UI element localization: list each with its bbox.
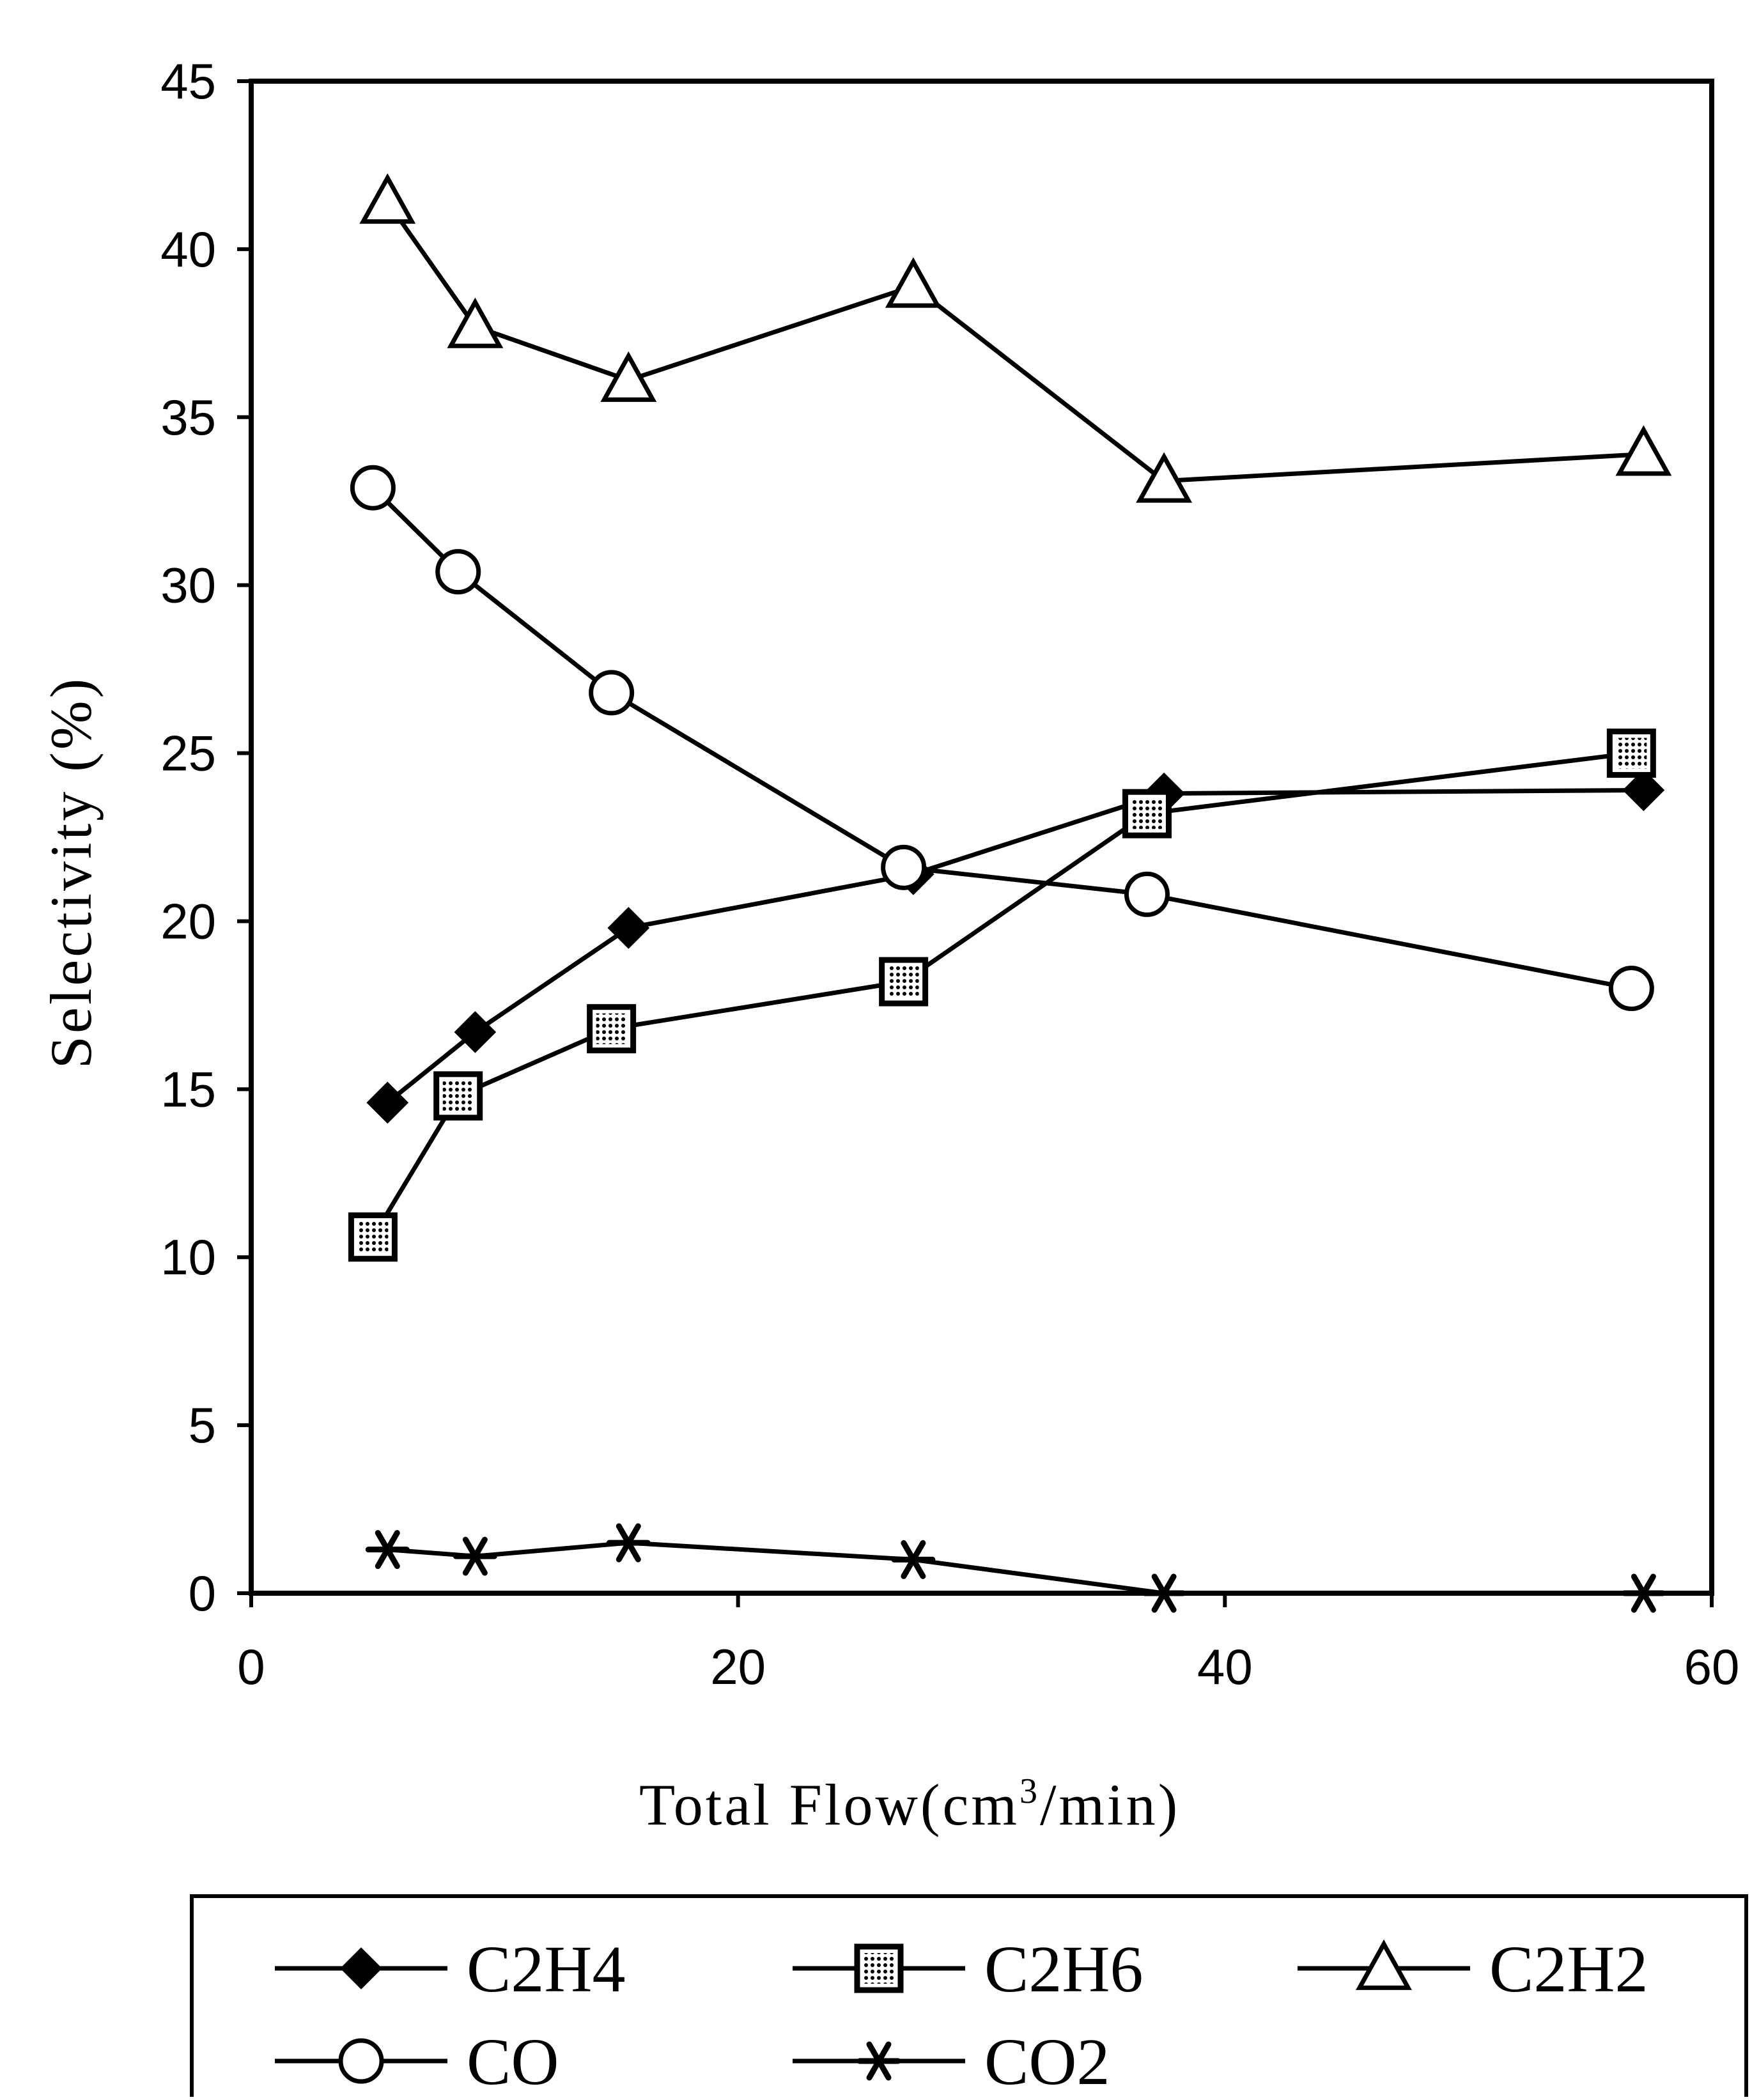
data-point-c2h6 — [879, 957, 929, 1007]
data-point-c2h2 — [359, 173, 416, 224]
y-tick-label: 35 — [160, 389, 216, 445]
x-tick-label: 60 — [1684, 1639, 1740, 1695]
legend-marker-c2h2 — [1356, 1939, 1412, 1990]
plot-frame — [249, 79, 1714, 1596]
data-point-c2h4 — [366, 1081, 409, 1124]
legend-label-co2: CO2 — [984, 2025, 1110, 2097]
data-point-co2 — [606, 1523, 651, 1563]
legend: C2H4 C2H6 C2H2 CO CO2 — [190, 1894, 1748, 2100]
y-tick-label: 0 — [189, 1565, 216, 1621]
data-point-c2h4 — [607, 907, 650, 949]
legend-label-c2h2: C2H2 — [1489, 1933, 1648, 2006]
data-point-co — [881, 844, 927, 890]
data-point-co2 — [365, 1530, 410, 1570]
series-line-c2h4 — [386, 787, 1644, 1105]
series-line-co2 — [387, 1540, 1644, 1596]
x-tick-label: 40 — [1197, 1639, 1253, 1695]
legend-frame — [190, 1894, 1748, 2100]
data-point-c2h6 — [433, 1071, 483, 1121]
legend-item-co: CO — [275, 2025, 559, 2099]
data-point-c2h4 — [454, 1011, 497, 1053]
legend-label-co: CO — [467, 2025, 559, 2097]
legend-marker-c2h6 — [854, 1943, 904, 1993]
data-point-c2h2 — [600, 351, 657, 402]
data-point-co — [589, 670, 635, 716]
data-point-co — [435, 549, 481, 595]
y-tick-label: 45 — [160, 53, 216, 109]
data-point-c2h2 — [447, 297, 504, 348]
x-tick-label: 0 — [237, 1639, 265, 1695]
legend-marker-co — [338, 2038, 384, 2084]
legend-item-c2h2: C2H2 — [1298, 1933, 1648, 2006]
data-point-c2h6 — [1606, 729, 1656, 778]
legend-label-c2h6: C2H6 — [984, 1933, 1143, 2006]
data-point-c2h2 — [1615, 425, 1672, 476]
x-axis-label-unit-prefix: (cm — [920, 1772, 1019, 1837]
series-layer — [348, 173, 1672, 1613]
x-axis-label: Total Flow(cm3/min) — [639, 1772, 1180, 1837]
series-line-c2h6 — [371, 751, 1632, 1239]
legend-label-c2h4: C2H4 — [467, 1933, 625, 2006]
y-tick-label: 20 — [160, 893, 216, 949]
y-tick-label: 25 — [160, 725, 216, 782]
x-axis-label-unit-suffix: /min) — [1040, 1772, 1180, 1837]
x-axis-label-main: Total Flow — [639, 1772, 920, 1837]
legend-marker-co2 — [857, 2041, 901, 2081]
data-point-co — [1124, 871, 1170, 917]
x-axis-label-unit-sup: 3 — [1019, 1772, 1040, 1811]
legend-marker-c2h4 — [340, 1947, 382, 1989]
x-tick-label: 20 — [710, 1639, 766, 1695]
data-point-c2h6 — [587, 1004, 637, 1054]
legend-items: C2H4 C2H6 C2H2 CO CO2 — [275, 1933, 1648, 2099]
y-tick-label: 10 — [160, 1229, 216, 1285]
legend-item-co2: CO2 — [793, 2025, 1110, 2099]
y-axis-label: Selectivity (%) — [38, 676, 104, 1069]
data-point-co2 — [453, 1536, 497, 1576]
data-point-co2 — [891, 1540, 936, 1579]
data-point-c2h6 — [348, 1212, 398, 1262]
data-point-c2h6 — [1122, 789, 1172, 838]
data-point-c2h2 — [1136, 452, 1193, 503]
data-point-co — [1608, 966, 1654, 1012]
data-point-c2h4 — [1622, 769, 1665, 812]
data-point-c2h2 — [885, 257, 942, 308]
y-tick-label: 40 — [160, 221, 216, 277]
legend-item-c2h4: C2H4 — [275, 1933, 625, 2006]
legend-item-c2h6: C2H6 — [793, 1933, 1143, 2006]
axis-layer: 0 5 10 15 20 25 30 35 40 45 0 20 40 60 — [160, 53, 1739, 1695]
data-point-co — [350, 465, 396, 511]
y-tick-label: 5 — [189, 1397, 216, 1453]
y-tick-label: 15 — [160, 1061, 216, 1117]
series-line-c2h2 — [385, 201, 1644, 484]
y-tick-label: 30 — [160, 557, 216, 614]
